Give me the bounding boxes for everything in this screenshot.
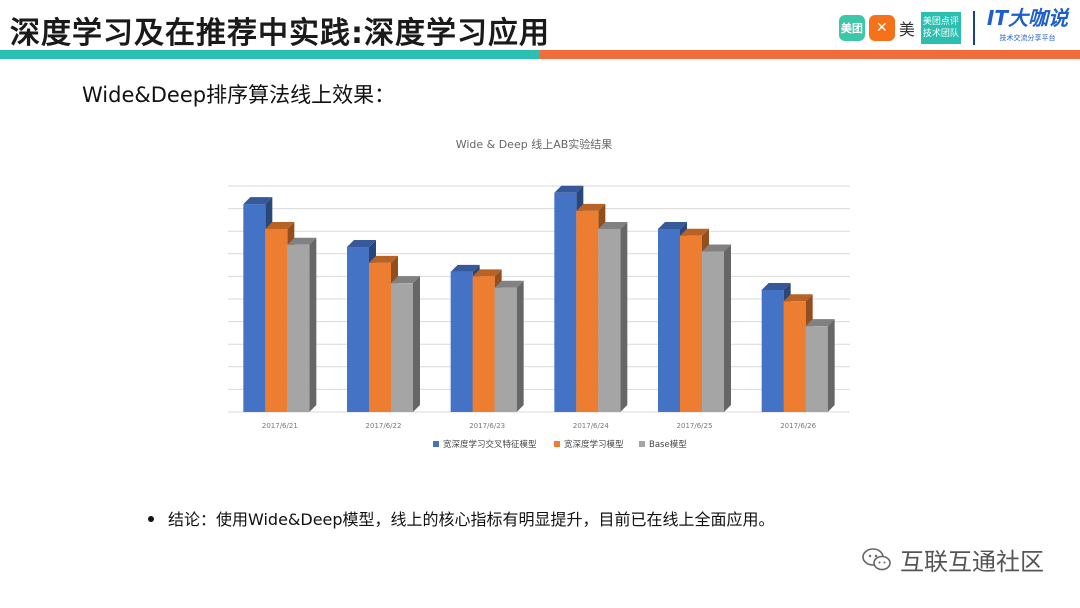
bar <box>598 228 621 412</box>
bar <box>554 192 577 412</box>
bar-top <box>805 319 835 327</box>
bar-top <box>287 237 317 245</box>
bar <box>287 244 310 412</box>
slide-title: 深度学习及在推荐中实践:深度学习应用 <box>10 16 550 51</box>
bar <box>680 235 702 412</box>
bar <box>761 289 784 412</box>
bar-top <box>243 197 273 205</box>
bullet-dot <box>148 515 154 522</box>
bar-top <box>783 294 813 302</box>
bar-top <box>472 269 502 277</box>
bar-side <box>724 244 731 412</box>
category-label: 2017/6/21 <box>262 422 298 430</box>
legend-swatch <box>639 441 645 447</box>
category-label: 2017/6/22 <box>366 422 402 430</box>
bar-top <box>554 185 584 193</box>
bar <box>783 301 806 412</box>
bar-top <box>680 228 709 236</box>
header-band-orange <box>540 50 1080 59</box>
section-subtitle: Wide&Deep排序算法线上效果： <box>82 83 396 107</box>
bar <box>576 210 599 412</box>
conclusion-text: 结论：使用Wide&Deep模型，线上的核心指标有明显提升，目前已在线上全面应用… <box>168 510 775 529</box>
bar <box>450 271 473 412</box>
category-label: 2017/6/25 <box>677 422 713 430</box>
category-label: 2017/6/23 <box>469 422 505 430</box>
partner-logos: 美团 ✕ 美 美团点评 技术团队 IT大咖说 技术交流分享平台 <box>838 8 1068 48</box>
bar <box>494 287 517 412</box>
bar-side <box>620 221 628 412</box>
chart-svg: 2017/6/21 2017/6/22 2017/6/23 2017/6/24 2017… <box>228 185 850 450</box>
slide-header: 深度学习及在推荐中实践:深度学习应用 美团 ✕ 美 美团点评 技术团队 IT大咖… <box>0 0 1080 62</box>
bar-top <box>265 221 295 229</box>
bar-side <box>309 237 317 412</box>
legend-label: Base模型 <box>649 439 687 450</box>
bar <box>472 276 495 412</box>
bar <box>391 283 413 412</box>
bar-side <box>413 276 420 412</box>
bar-top <box>658 221 687 229</box>
ab-test-chart: Wide & Deep 线上AB实验结果 2017/6/21 2017/6/22 2… <box>214 128 854 458</box>
category-label: 2017/6/24 <box>573 422 609 430</box>
bar-top <box>494 280 524 288</box>
bar-top <box>450 264 480 272</box>
header-band-teal <box>0 50 540 59</box>
bar <box>805 326 828 412</box>
bar-top <box>598 221 628 229</box>
bar-top <box>391 276 420 284</box>
dianping-logo: ✕ <box>868 15 895 41</box>
category-label: 2017/6/26 <box>780 422 816 430</box>
it-logo-text: IT大咖说 <box>986 6 1068 30</box>
bar-side <box>516 280 524 412</box>
bar <box>243 204 266 412</box>
wechat-icon <box>862 547 891 570</box>
bar-top <box>761 282 791 290</box>
bar <box>265 228 288 412</box>
conclusion-bullet: 结论：使用Wide&Deep模型，线上的核心指标有明显提升，目前已在线上全面应用… <box>148 506 775 530</box>
legend-swatch <box>433 441 439 447</box>
bar <box>369 262 391 412</box>
bar-top <box>347 240 376 248</box>
tech-logo-line2: 技术团队 <box>922 29 959 39</box>
tech-logo-line1: 美团点评 <box>922 17 959 27</box>
bar <box>347 247 369 412</box>
bar-top <box>369 255 398 263</box>
watermark-text: 互联互通社区 <box>900 548 1044 576</box>
bar <box>658 228 680 412</box>
bar-side <box>827 319 835 412</box>
mei-logo-text: 美 <box>898 20 915 39</box>
it-dakashuo-logo: IT大咖说 技术交流分享平台 <box>987 8 1068 48</box>
legend-swatch <box>554 441 560 447</box>
legend-label: 宽深度学习模型 <box>564 439 624 450</box>
meituan-logo: 美团 <box>838 15 865 41</box>
legend-label: 宽深度学习交叉特征模型 <box>443 439 537 450</box>
chart-title: Wide & Deep 线上AB实验结果 <box>455 138 613 151</box>
bar-top <box>576 203 606 211</box>
bar-top <box>702 244 731 252</box>
watermark: 互联互通社区 <box>862 542 1044 577</box>
it-logo-subtext: 技术交流分享平台 <box>999 34 1056 42</box>
bar <box>702 251 724 412</box>
logo-separator <box>972 11 975 45</box>
meituan-dianping-tech-logo: 美团点评 技术团队 <box>920 12 961 44</box>
